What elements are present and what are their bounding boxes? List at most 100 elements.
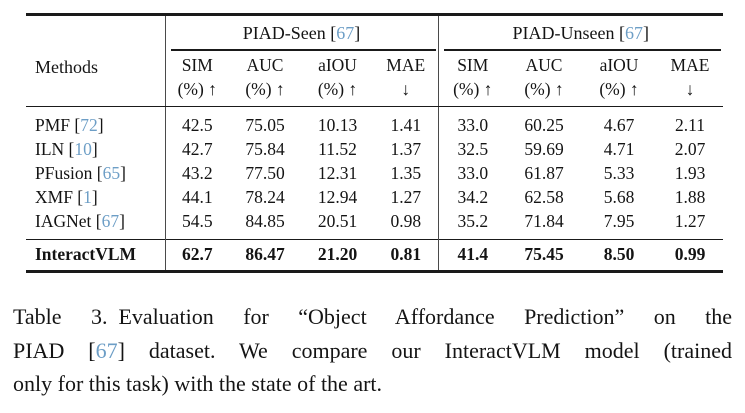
- method-name-bracket: ]: [119, 210, 125, 231]
- table-row-interactvlm: InteractVLM 62.7 86.47 21.20 0.81 41.4 7…: [26, 238, 723, 271]
- metric-value: 77.50: [245, 162, 285, 183]
- col-header-mae-unseen: MAE ↓: [657, 50, 723, 107]
- metric-value: 1.35: [390, 162, 422, 183]
- col-header-mae-seen: MAE ↓: [374, 50, 438, 107]
- metric-value: 11.52: [318, 138, 357, 159]
- method-cell: InteractVLM: [26, 238, 165, 271]
- caption-text: Table 3. Evaluation for “Object Affordan…: [13, 304, 732, 329]
- col-header-sim-unseen: SIM (%) ↑: [437, 50, 507, 107]
- metric-value: 59.69: [524, 138, 564, 159]
- results-table: Methods PIAD-Seen [67] PIAD-Unseen [67] …: [26, 13, 723, 273]
- group-header-piad-unseen: PIAD-Unseen [67]: [437, 14, 723, 51]
- metric-value: 61.87: [524, 162, 564, 183]
- method-name-bracket: ]: [91, 138, 98, 159]
- metric-value: 1.93: [674, 162, 706, 183]
- col-header-sim-seen: SIM (%) ↑: [164, 50, 229, 107]
- metric-unit: (%) ↑: [317, 78, 358, 99]
- citation-link[interactable]: 10: [74, 138, 92, 159]
- table-row: XMF [1] 44.1 78.24 12.94 1.27 34.2 62.58…: [26, 184, 723, 209]
- metric-name: MAE: [670, 54, 710, 75]
- metric-name: AUC: [525, 54, 563, 75]
- citation-link[interactable]: 67: [624, 22, 643, 43]
- method-name-bracket: ]: [91, 186, 98, 207]
- method-cell: PFusion [65]: [26, 161, 165, 185]
- metric-value: 21.20: [301, 238, 374, 271]
- metric-value: 0.99: [657, 238, 723, 271]
- metric-value: 44.1: [164, 184, 229, 209]
- metric-value: 42.7: [164, 136, 229, 161]
- citation-link[interactable]: 67: [336, 22, 355, 43]
- method-cell: PMF [72]: [26, 106, 165, 137]
- metric-value: 41.4: [437, 238, 507, 271]
- metric-value: 12.94: [317, 186, 358, 207]
- group-header-piad-seen: PIAD-Seen [67]: [164, 14, 438, 51]
- citation-link[interactable]: 72: [80, 114, 98, 135]
- metric-value: 20.51: [317, 210, 358, 231]
- metric-value: 75.05: [245, 114, 285, 135]
- metric-value: 0.98: [390, 210, 422, 231]
- methods-column-header: Methods: [26, 14, 165, 107]
- metric-value: 54.5: [164, 208, 229, 239]
- method-name: InteractVLM: [35, 244, 137, 264]
- metric-name: MAE: [386, 54, 426, 75]
- metric-value: 1.27: [390, 186, 422, 207]
- table-row: PFusion [65] 43.2 77.50 12.31 1.35 33.0 …: [26, 160, 723, 185]
- metric-value: 5.68: [603, 186, 635, 207]
- metric-value: 75.45: [507, 238, 581, 271]
- citation-link[interactable]: 67: [101, 210, 120, 231]
- metric-name: SIM: [181, 54, 213, 75]
- metric-value: 5.33: [603, 162, 635, 183]
- metric-name: AUC: [246, 54, 284, 75]
- method-name-bracket: ]: [120, 162, 126, 183]
- metric-value: 71.84: [524, 210, 564, 231]
- method-name-bracket: ]: [97, 114, 104, 135]
- caption-text: PIAD [: [13, 337, 96, 363]
- citation-link[interactable]: 67: [95, 337, 118, 363]
- metric-value: 35.2: [437, 208, 507, 239]
- method-cell: XMF [1]: [26, 185, 165, 209]
- citation-link[interactable]: 1: [83, 186, 92, 207]
- caption-line: PIAD [67] dataset. We compare our Intera…: [13, 334, 732, 368]
- metric-value: 1.88: [674, 186, 706, 207]
- caption-text: ] dataset. We compare our InteractVLM mo…: [117, 337, 732, 363]
- table-row: ILN [10] 42.7 75.84 11.52 1.37 32.5 59.6…: [26, 136, 723, 161]
- table-row: IAGNet [67] 54.5 84.85 20.51 0.98 35.2 7…: [26, 208, 723, 239]
- method-cell: ILN [10]: [26, 137, 165, 161]
- group-label-bracket: ]: [642, 22, 649, 43]
- method-name: PMF [: [35, 114, 81, 135]
- metric-unit: ↓: [401, 78, 411, 99]
- metric-name: aIOU: [318, 54, 357, 75]
- method-name: PFusion [: [35, 162, 103, 183]
- metric-unit: (%) ↑: [599, 78, 639, 99]
- metric-value: 34.2: [437, 184, 507, 209]
- metric-value: 84.85: [245, 210, 285, 231]
- metric-header-row: SIM (%) ↑ AUC (%) ↑ aIOU (%) ↑ MAE ↓ SIM…: [26, 50, 723, 107]
- metric-value: 7.95: [603, 210, 635, 231]
- metric-unit: (%) ↑: [453, 78, 493, 99]
- metric-unit: (%) ↑: [524, 78, 564, 99]
- metric-value: 42.5: [164, 106, 229, 137]
- table-caption: Table 3. Evaluation for “Object Affordan…: [13, 300, 732, 401]
- methods-label: Methods: [35, 57, 98, 78]
- table-row: PMF [72] 42.5 75.05 10.13 1.41 33.0 60.2…: [26, 106, 723, 137]
- metric-value: 1.37: [390, 138, 422, 159]
- group-label: PIAD-Unseen [: [512, 22, 625, 43]
- metric-value: 1.41: [390, 114, 422, 135]
- caption-line: only for this task) with the state of th…: [13, 367, 732, 401]
- citation-link[interactable]: 65: [102, 162, 121, 183]
- metric-value: 4.71: [603, 138, 635, 159]
- metric-unit: (%) ↑: [245, 78, 285, 99]
- col-header-auc-seen: AUC (%) ↑: [229, 50, 301, 107]
- caption-text: only for this task) with the state of th…: [13, 371, 383, 396]
- metric-value: 10.13: [317, 114, 358, 135]
- metric-value: 2.07: [674, 138, 706, 159]
- metric-value: 75.84: [245, 138, 285, 159]
- group-header-row: Methods PIAD-Seen [67] PIAD-Unseen [67]: [26, 14, 723, 107]
- metric-value: 8.50: [581, 238, 657, 271]
- group-label: PIAD-Seen [: [242, 22, 337, 43]
- metric-value: 33.0: [437, 106, 507, 137]
- col-header-aiou-seen: aIOU (%) ↑: [301, 50, 374, 107]
- caption-line: Table 3. Evaluation for “Object Affordan…: [13, 300, 732, 334]
- col-header-aiou-unseen: aIOU (%) ↑: [581, 50, 657, 107]
- metric-name: SIM: [457, 54, 489, 75]
